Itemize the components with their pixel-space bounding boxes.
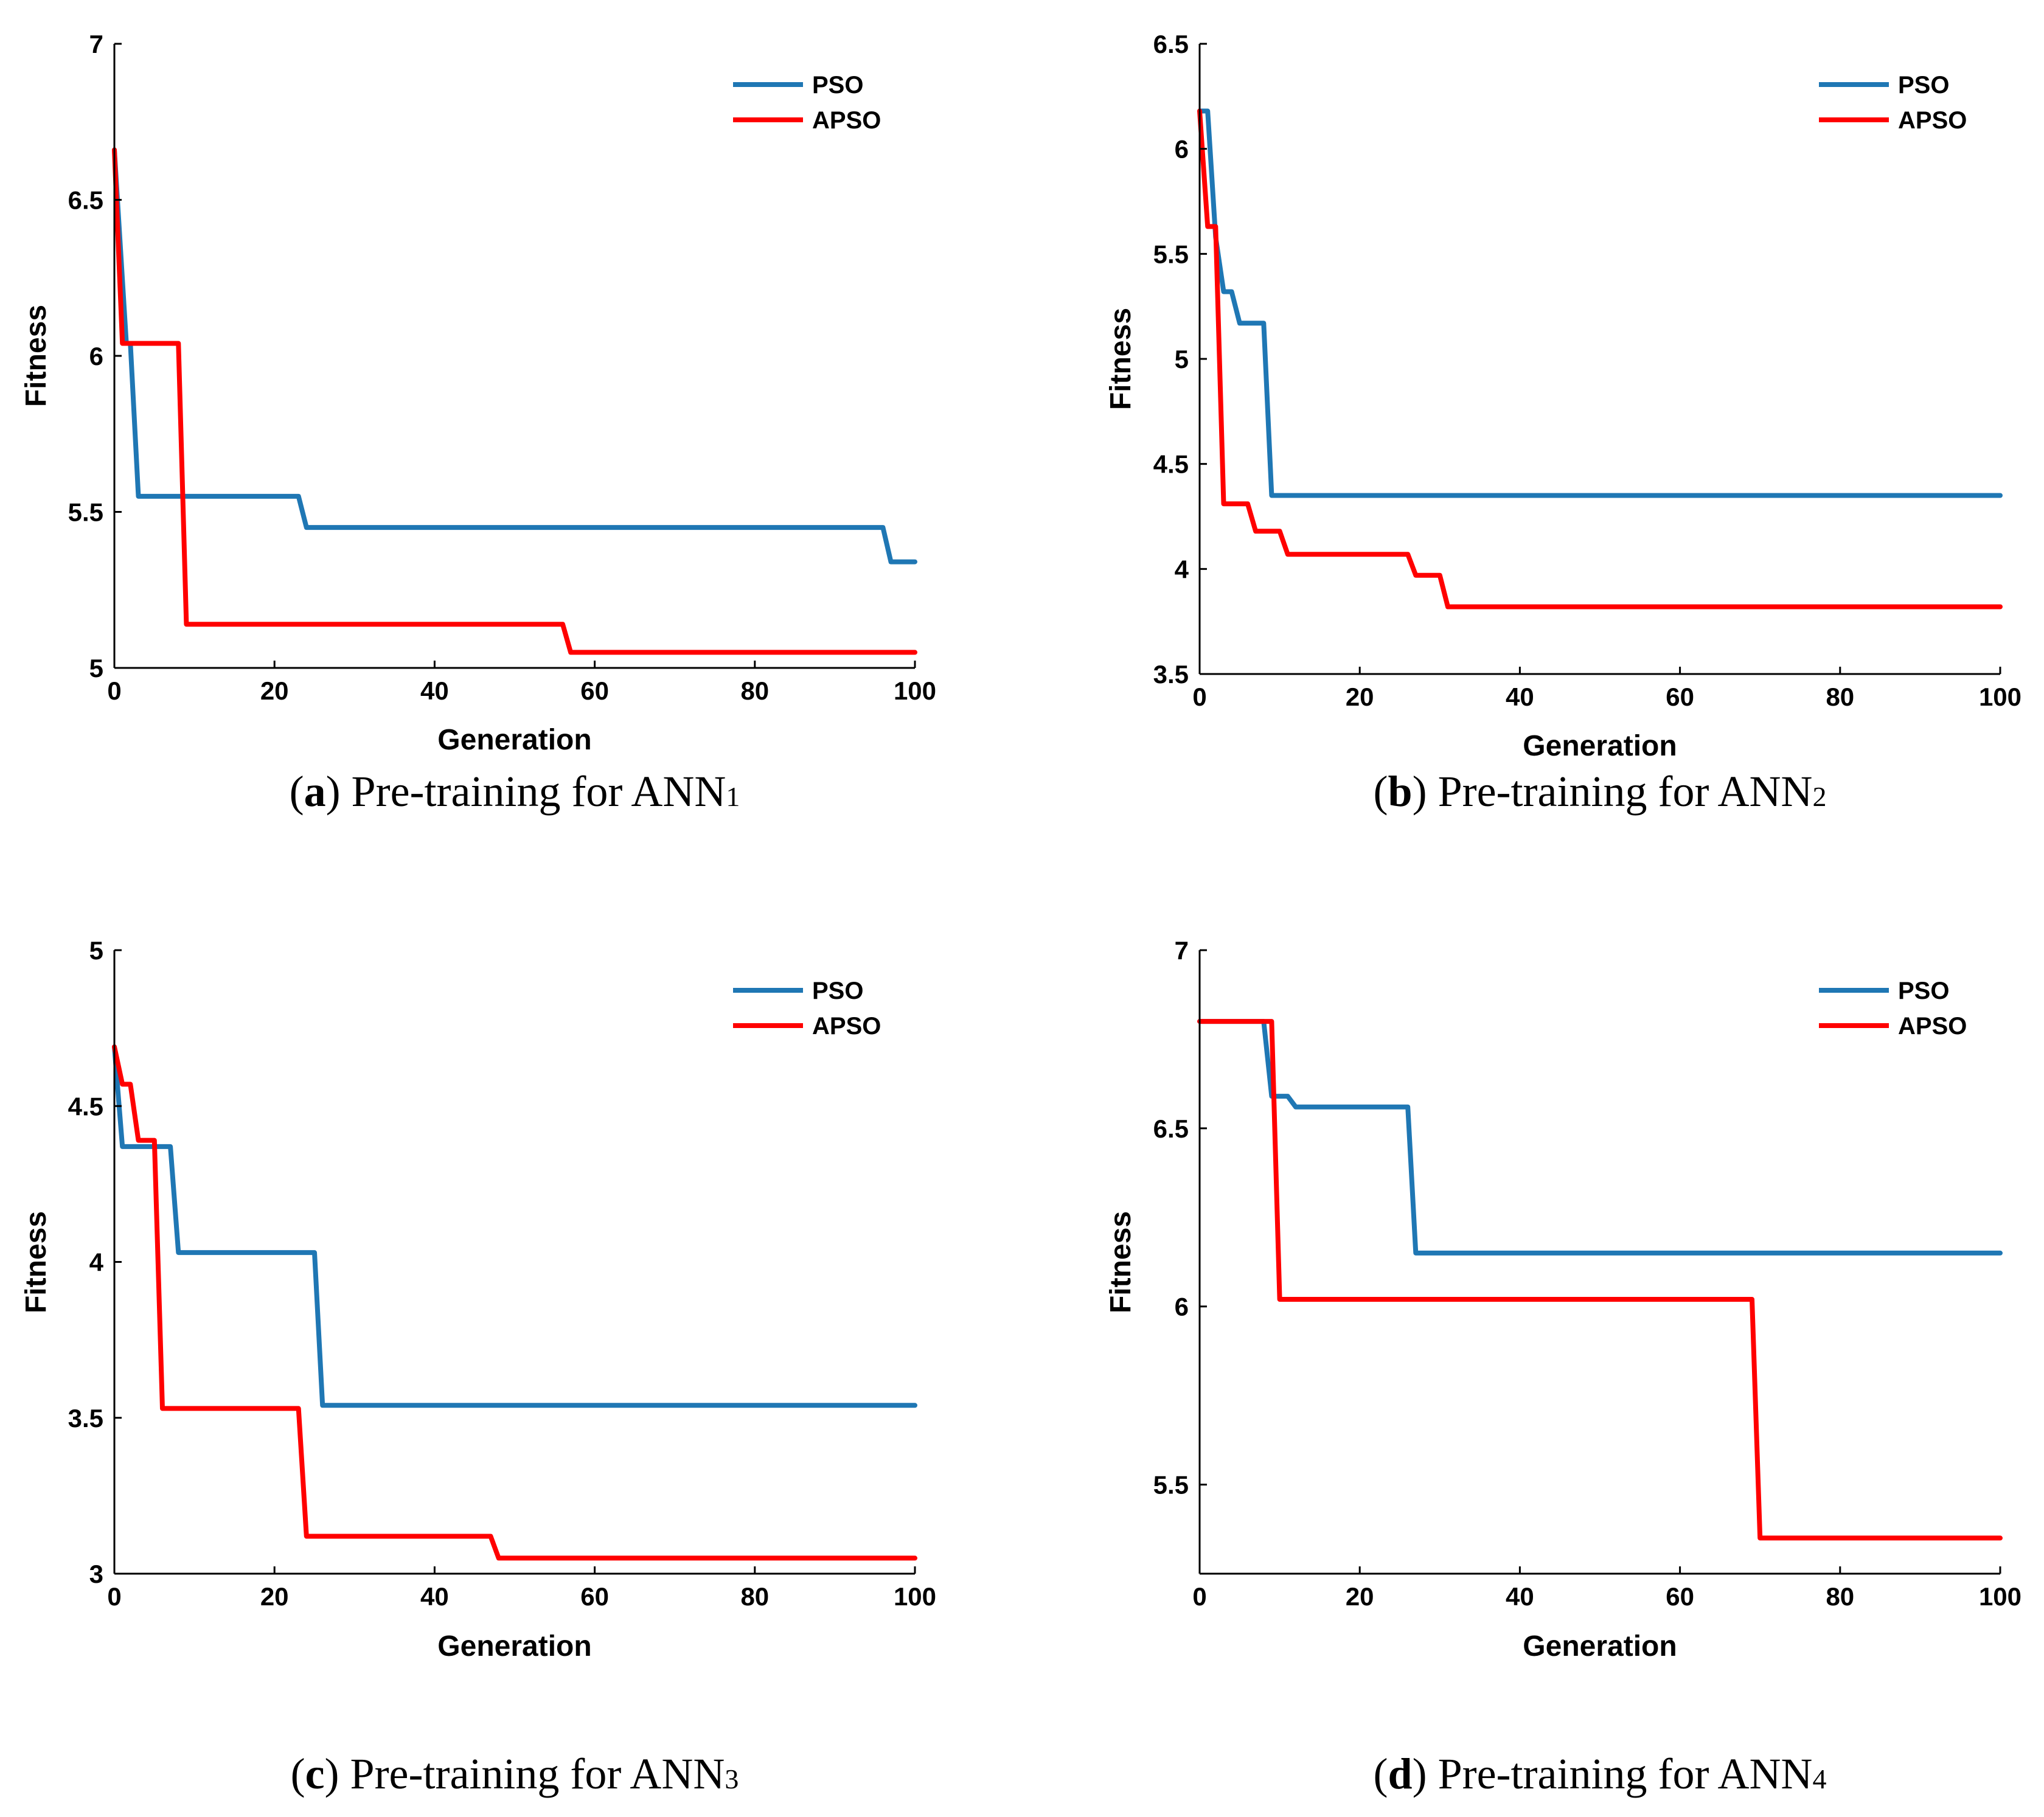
legend-label-pso: PSO	[1898, 978, 1949, 1004]
y-tick-label: 7	[1175, 936, 1189, 965]
y-tick-label: 5.5	[68, 498, 103, 527]
y-tick-label: 4.5	[68, 1092, 103, 1120]
x-tick-label: 20	[1346, 1582, 1374, 1611]
legend-label-apso: APSO	[1898, 107, 1967, 134]
x-tick-label: 40	[420, 676, 449, 705]
y-tick-label: 3	[89, 1560, 103, 1588]
legend-label-apso: APSO	[812, 107, 881, 134]
y-axis-label: Fitness	[1105, 308, 1137, 410]
x-tick-label: 20	[260, 676, 289, 705]
series-line-apso	[112, 1044, 917, 1561]
x-tick-label: 20	[260, 1582, 289, 1611]
legend: PSO APSO	[733, 978, 881, 1040]
series-line-apso	[1197, 108, 2003, 610]
panel-caption: (a) Pre-training for ANN1	[290, 767, 740, 816]
y-tick-label: 4	[1175, 555, 1189, 583]
series-line-pso	[112, 147, 917, 565]
x-tick-label: 80	[740, 1582, 769, 1611]
x-axis-label: Generation	[1523, 730, 1677, 762]
x-tick-label: 100	[1979, 1582, 2021, 1611]
x-tick-label: 60	[1666, 683, 1694, 711]
axes: 0 20 40 60 80 100 3.5 4 4.5 5 5.5 6 6.5	[1153, 30, 2021, 711]
y-tick-label: 6.5	[1153, 1114, 1189, 1143]
x-tick-label: 100	[1979, 683, 2021, 711]
x-tick-label: 60	[580, 676, 609, 705]
x-tick-label: 0	[107, 676, 121, 705]
panel-caption: (b) Pre-training for ANN2	[1374, 767, 1827, 816]
y-tick-label: 5	[89, 654, 103, 683]
x-tick-label: 60	[1666, 1582, 1694, 1611]
x-tick-label: 40	[420, 1582, 449, 1611]
panel-a: 0 20 40 60 80 100 5 5.5 6 6.5 7 PSO APSO Generatio…	[20, 30, 936, 816]
series-line-apso	[1197, 1019, 2003, 1541]
plot-series	[112, 1044, 917, 1561]
panel-caption: (d) Pre-training for ANN4	[1374, 1749, 1827, 1798]
plot-series	[112, 147, 917, 655]
panel-caption: (c) Pre-training for ANN3	[291, 1749, 739, 1798]
y-tick-label: 3.5	[68, 1404, 103, 1433]
axes: 0 20 40 60 80 100 3 3.5 4 4.5 5	[68, 936, 936, 1611]
x-axis-label: Generation	[437, 1630, 591, 1662]
y-tick-label: 5.5	[1153, 1471, 1189, 1499]
series-line-apso	[112, 147, 917, 655]
x-tick-label: 80	[1826, 683, 1854, 711]
y-tick-label: 6.5	[1153, 30, 1189, 58]
y-tick-label: 6	[1175, 135, 1189, 164]
x-tick-label: 80	[740, 676, 769, 705]
series-line-pso	[1197, 108, 2003, 498]
y-tick-label: 6	[1175, 1293, 1189, 1321]
y-tick-label: 7	[89, 30, 103, 58]
series-line-pso	[112, 1044, 917, 1408]
legend: PSO APSO	[1819, 978, 1967, 1040]
x-tick-label: 40	[1506, 683, 1534, 711]
axes: 0 20 40 60 80 100 5 5.5 6 6.5 7	[68, 30, 936, 705]
panel-d: 0 20 40 60 80 100 5.5 6 6.5 7 PSO APSO Generation…	[1105, 936, 2021, 1798]
y-axis-label: Fitness	[1105, 1211, 1137, 1313]
y-tick-label: 5	[1175, 345, 1189, 373]
x-tick-label: 0	[1192, 1582, 1206, 1611]
x-tick-label: 0	[107, 1582, 121, 1611]
x-tick-label: 0	[1192, 683, 1206, 711]
y-tick-label: 3.5	[1153, 660, 1189, 689]
x-tick-label: 100	[894, 676, 936, 705]
y-tick-label: 5	[89, 936, 103, 965]
x-tick-label: 40	[1506, 1582, 1534, 1611]
axes: 0 20 40 60 80 100 5.5 6 6.5 7	[1153, 936, 2021, 1611]
y-tick-label: 6.5	[68, 186, 103, 215]
panel-b: 0 20 40 60 80 100 3.5 4 4.5 5 5.5 6 6.5 PSO APSO Gen…	[1105, 30, 2021, 816]
y-tick-label: 6	[89, 342, 103, 370]
y-tick-label: 4.5	[1153, 450, 1189, 479]
legend-label-apso: APSO	[1898, 1013, 1967, 1040]
x-tick-label: 20	[1346, 683, 1374, 711]
x-tick-label: 80	[1826, 1582, 1854, 1611]
x-tick-label: 60	[580, 1582, 609, 1611]
legend: PSO APSO	[733, 72, 881, 134]
legend-label-pso: PSO	[812, 72, 863, 99]
panel-c: 0 20 40 60 80 100 3 3.5 4 4.5 5 PSO APSO Generatio…	[20, 936, 936, 1798]
y-axis-label: Fitness	[20, 1211, 52, 1313]
plot-series	[1197, 108, 2003, 610]
legend: PSO APSO	[1819, 72, 1967, 134]
x-tick-label: 100	[894, 1582, 936, 1611]
plot-series	[1197, 1019, 2003, 1541]
x-axis-label: Generation	[437, 724, 591, 756]
x-axis-label: Generation	[1523, 1630, 1677, 1662]
y-tick-label: 5.5	[1153, 240, 1189, 268]
legend-label-pso: PSO	[1898, 72, 1949, 99]
legend-label-apso: APSO	[812, 1013, 881, 1040]
y-axis-label: Fitness	[20, 305, 52, 407]
y-tick-label: 4	[89, 1248, 104, 1277]
series-line-pso	[1197, 1019, 2003, 1256]
legend-label-pso: PSO	[812, 978, 863, 1004]
